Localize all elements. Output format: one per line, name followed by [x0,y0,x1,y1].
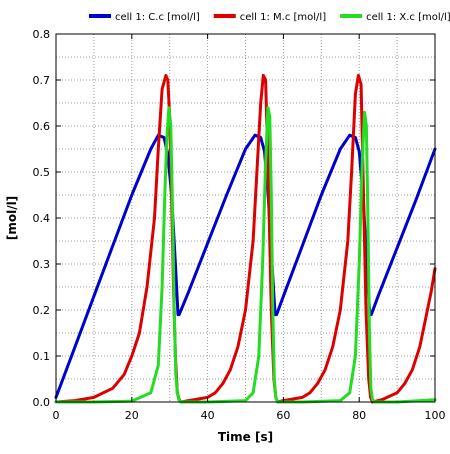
x-tick-label: 20 [125,409,139,422]
series-line-2 [54,73,437,404]
x-tick-labels: 0 20 40 60 80 100 [53,409,446,422]
legend-item-2[interactable]: cell 1: M.c [mol/l] [213,12,326,23]
x-tick-label: 100 [425,409,446,422]
x-tick-label: 40 [201,409,215,422]
series-layer [54,73,437,404]
x-tick-label: 60 [276,409,290,422]
x-tick-label: 80 [352,409,366,422]
legend-label: cell 1: X.c [mol/l] [366,12,450,23]
tick-marks [55,33,436,403]
grid [56,34,435,402]
y-tick-label: 0.3 [33,258,51,271]
legend[interactable]: cell 1: C.c [mol/l] cell 1: M.c [mol/l] ce… [89,12,450,23]
legend-item-1[interactable]: cell 1: C.c [mol/l] [89,12,200,23]
y-tick-label: 0.7 [33,74,51,87]
y-tick-label: 0.4 [33,212,51,225]
x-axis-title: Time [s] [218,430,273,444]
y-axis-title: [mol/l] [5,196,19,240]
y-tick-label: 0.8 [33,28,51,41]
legend-label: cell 1: M.c [mol/l] [240,12,326,23]
legend-item-3[interactable]: cell 1: X.c [mol/l] [340,12,450,23]
y-tick-label: 0.1 [33,350,51,363]
y-tick-label: 0.2 [33,304,51,317]
y-tick-labels: 0.0 0.1 0.2 0.3 0.4 0.5 0.6 0.7 0.8 [33,28,51,409]
y-tick-label: 0.6 [33,120,51,133]
y-tick-label: 0.5 [33,166,51,179]
x-tick-label: 0 [53,409,60,422]
series-line-3 [54,106,437,404]
legend-label: cell 1: C.c [mol/l] [115,12,200,23]
y-tick-label: 0.0 [33,396,51,409]
